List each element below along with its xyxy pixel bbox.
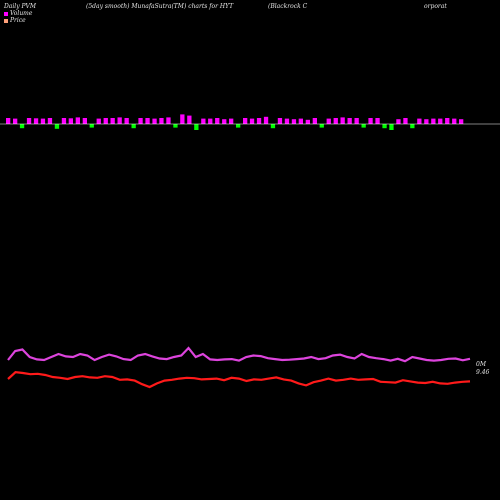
volume-bar (96, 118, 101, 124)
volume-bar (68, 118, 73, 124)
volume-bar (312, 118, 317, 124)
volume-bar (40, 118, 46, 124)
volume-bar (54, 124, 60, 129)
volume-bar (13, 118, 18, 124)
volume-bar (19, 124, 25, 129)
chart-title-part3: (Blackrock C (268, 3, 308, 10)
volume-bar (284, 118, 290, 124)
volume-bar (382, 124, 387, 129)
volume-bar (229, 118, 234, 124)
volume-bar (326, 118, 331, 124)
volume-bar (82, 118, 87, 124)
volume-bar (152, 118, 157, 124)
volume-bar (431, 118, 436, 124)
legend-item-volume: Volume (4, 10, 32, 17)
volume-bar (424, 119, 429, 124)
volume-bar (438, 118, 443, 124)
volume-bar (305, 119, 310, 124)
volume-bar (47, 118, 53, 124)
volume-bar (110, 118, 115, 124)
volume-bar (236, 124, 241, 128)
legend-swatch-price (4, 18, 8, 23)
volume-bar (249, 118, 255, 124)
volume-bar (452, 118, 457, 124)
volume-value-label: 0M (476, 361, 487, 368)
chart-legend: Volume Price (4, 10, 32, 24)
volume-bar (26, 118, 32, 124)
price-value-label: 9.46 (476, 369, 490, 376)
volume-bar (138, 118, 143, 124)
volume-bar (243, 118, 248, 124)
volume-bar (389, 124, 394, 130)
volume-bar (117, 117, 122, 124)
volume-bar (298, 118, 303, 124)
chart-title-part4: orporat (424, 3, 447, 10)
legend-swatch-volume (4, 11, 8, 16)
volume-bar (263, 116, 269, 124)
volume-bar (222, 119, 227, 124)
volume-bar (215, 118, 220, 124)
volume-bar (61, 118, 67, 124)
volume-bar (145, 118, 150, 124)
volume-bar (445, 118, 450, 124)
volume-bar (347, 118, 352, 124)
volume-bar (403, 118, 408, 124)
legend-label-volume: Volume (10, 10, 33, 17)
volume-bar (89, 124, 94, 128)
volume-bar (417, 118, 422, 124)
volume-bar (459, 119, 464, 124)
volume-bar (368, 118, 373, 124)
volume-bar (103, 118, 108, 124)
volume-bar (277, 118, 283, 124)
volume-bar (187, 115, 192, 124)
volume-line (7, 346, 471, 363)
volume-bar (6, 118, 11, 124)
legend-label-price: Price (10, 17, 26, 24)
volume-bar (333, 118, 338, 124)
chart-title-part1: Daily PVM (4, 3, 37, 10)
volume-bar (291, 119, 297, 124)
volume-bar (396, 119, 401, 124)
volume-bar (201, 118, 206, 124)
volume-bar (354, 118, 359, 124)
volume-bar (159, 118, 164, 124)
volume-bar (173, 124, 178, 128)
volume-bars (6, 114, 464, 130)
legend-item-price: Price (4, 17, 32, 24)
chart-title-part2: (5day smooth) MunafaSutra(TM) charts for… (86, 3, 234, 10)
volume-bar (361, 124, 366, 128)
volume-bar (166, 117, 171, 124)
volume-bar (256, 118, 262, 124)
volume-bar (124, 118, 129, 124)
volume-bar (208, 118, 213, 124)
price-line (7, 371, 471, 389)
volume-bar (180, 114, 185, 124)
volume-bar (33, 118, 39, 124)
volume-bar (75, 117, 80, 124)
volume-bar (270, 124, 276, 129)
volume-bar (340, 117, 345, 124)
volume-bar (410, 124, 415, 129)
volume-bar (319, 124, 324, 128)
volume-bar (194, 124, 199, 130)
volume-bar (375, 118, 380, 124)
volume-bar (131, 124, 136, 129)
